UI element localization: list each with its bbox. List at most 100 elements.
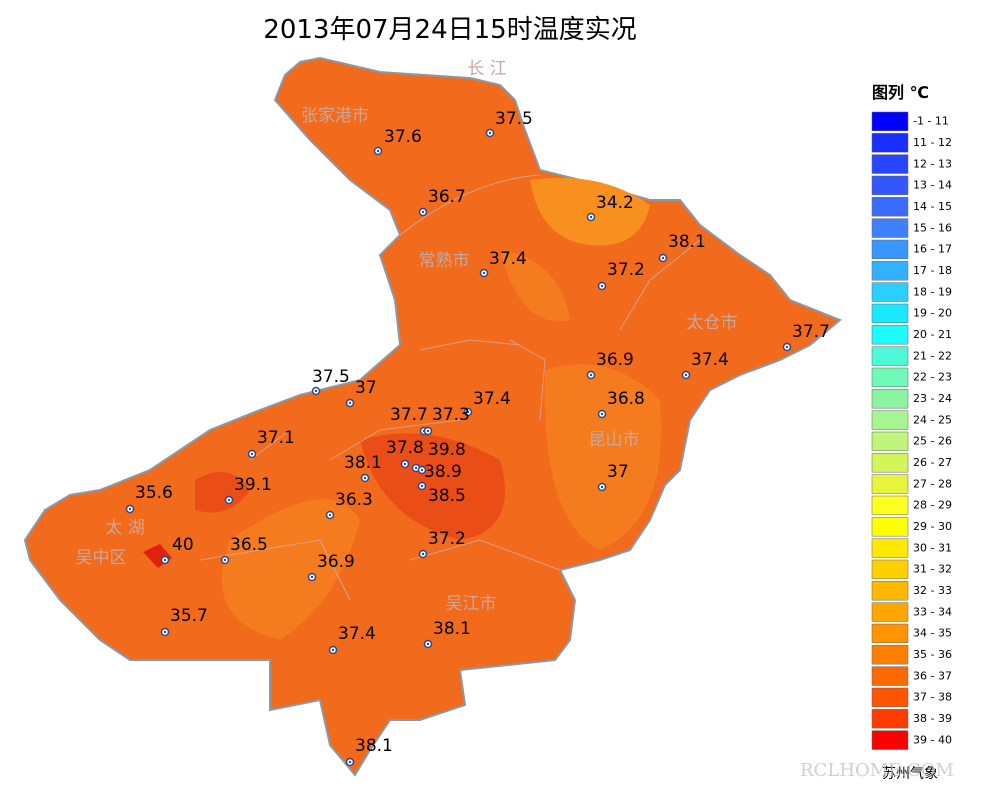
legend-swatch <box>871 346 909 366</box>
legend-label: 11 - 12 <box>913 136 952 149</box>
station-dot-center <box>331 648 335 652</box>
legend-swatch <box>871 261 909 281</box>
station-dot-center <box>661 256 665 260</box>
legend-label: 23 - 24 <box>913 392 952 405</box>
legend-label: 30 - 31 <box>913 541 952 554</box>
station-value: 37.2 <box>428 529 466 549</box>
legend-swatch <box>871 325 909 345</box>
place-name: 常熟市 <box>419 250 470 271</box>
station-value: 37 <box>355 378 377 398</box>
legend-swatch <box>871 453 909 473</box>
legend-swatch <box>871 111 909 132</box>
station-dot-center <box>426 429 430 433</box>
cool-zone <box>544 364 662 550</box>
station-value: 36.9 <box>317 552 355 572</box>
station-value: 37.7 <box>390 405 428 425</box>
station-dot-center <box>223 558 227 562</box>
legend-swatch <box>871 410 909 430</box>
legend-label: 32 - 33 <box>913 584 952 597</box>
station-dot-center <box>785 345 789 349</box>
legend-label: 20 - 21 <box>913 328 952 341</box>
legend-label: 26 - 27 <box>913 456 952 469</box>
station-value: 36.5 <box>230 535 268 555</box>
legend-title: 图列 ℃ <box>872 83 929 102</box>
station-value: 37.8 <box>386 438 424 458</box>
place-name: 吴中区 <box>76 548 127 568</box>
station-dot-center <box>348 401 352 405</box>
legend-swatch <box>871 687 909 708</box>
legend-label: 36 - 37 <box>913 669 952 682</box>
place-name: 长 江 <box>467 59 506 79</box>
legend-swatch <box>871 623 909 644</box>
station-dot-center <box>250 452 254 456</box>
legend-swatch <box>871 431 909 452</box>
legend-swatch <box>871 730 909 750</box>
legend-label: 14 - 15 <box>913 200 952 213</box>
station-value: 37 <box>607 462 629 482</box>
legend-swatch <box>871 303 909 324</box>
legend-swatch <box>871 666 909 686</box>
legend-label: 31 - 32 <box>913 563 952 576</box>
station-value: 39.1 <box>234 475 272 495</box>
station-dot-center <box>482 271 486 275</box>
cool-zone <box>500 250 570 322</box>
legend-label: 28 - 29 <box>913 499 952 512</box>
station-value: 39.8 <box>428 440 466 460</box>
station-value: 37.6 <box>384 127 422 147</box>
legend-label: 25 - 26 <box>913 435 952 448</box>
station-value: 37.2 <box>607 260 645 280</box>
place-name: 昆山市 <box>589 430 640 450</box>
station-value: 40 <box>172 535 194 555</box>
legend-swatch <box>871 367 909 388</box>
hot-zone <box>195 472 250 513</box>
legend-label: 19 - 20 <box>913 307 952 320</box>
legend-swatch <box>871 239 909 260</box>
legend-label: 18 - 19 <box>913 285 952 298</box>
station-value: 35.6 <box>135 483 173 503</box>
station-value: 36.7 <box>428 187 466 207</box>
legend-swatch <box>871 495 909 516</box>
map-title: 2013年07月24日15时温度实况 <box>263 15 636 45</box>
station-dot-center <box>348 760 352 764</box>
place-name: 太 湖 <box>105 518 144 538</box>
legend-label: 39 - 40 <box>913 733 952 746</box>
station-value: 37.3 <box>432 405 470 425</box>
legend-label: 21 - 22 <box>913 349 952 362</box>
station-value: 37.4 <box>338 624 376 644</box>
station-dot-center <box>684 373 688 377</box>
station-value: 38.1 <box>355 736 393 756</box>
station-value: 38.1 <box>668 232 706 252</box>
station-dot-center <box>426 642 430 646</box>
legend-swatch <box>871 559 909 580</box>
station-dot-center <box>420 468 424 472</box>
legend-label: -1 - 11 <box>913 115 949 128</box>
station-dot-center <box>589 373 593 377</box>
region <box>23 56 842 777</box>
station-dot-center <box>414 466 418 470</box>
legend-swatch <box>871 645 909 665</box>
legend-label: 17 - 18 <box>913 264 952 277</box>
station-value: 37.1 <box>257 428 295 448</box>
station-value: 35.7 <box>170 606 208 626</box>
place-name: 张家港市 <box>301 106 369 126</box>
boundary <box>199 174 701 601</box>
watermark: RCLHOME.COM <box>800 760 954 781</box>
station-dot-center <box>420 484 424 488</box>
station-dot-center <box>589 215 593 219</box>
legend-label: 37 - 38 <box>913 691 952 704</box>
legend: 图列 ℃ -1 - 11 11 - 12 12 - 13 13 - 14 14 - 15… <box>871 83 952 750</box>
legend-swatch <box>871 133 909 153</box>
place-name: 吴江市 <box>446 594 497 614</box>
station-dot-center <box>466 410 470 414</box>
legend-label: 29 - 30 <box>913 520 952 533</box>
legend-label: 35 - 36 <box>913 648 952 661</box>
station-dot-center <box>310 575 314 579</box>
station-dot-center <box>421 210 425 214</box>
station-dot-center <box>314 389 318 393</box>
cool-zone <box>530 177 650 246</box>
station-value: 38.1 <box>344 453 382 473</box>
legend-swatch <box>871 474 909 494</box>
legend-label: 22 - 23 <box>913 371 952 384</box>
legend-label: 34 - 35 <box>913 627 952 640</box>
